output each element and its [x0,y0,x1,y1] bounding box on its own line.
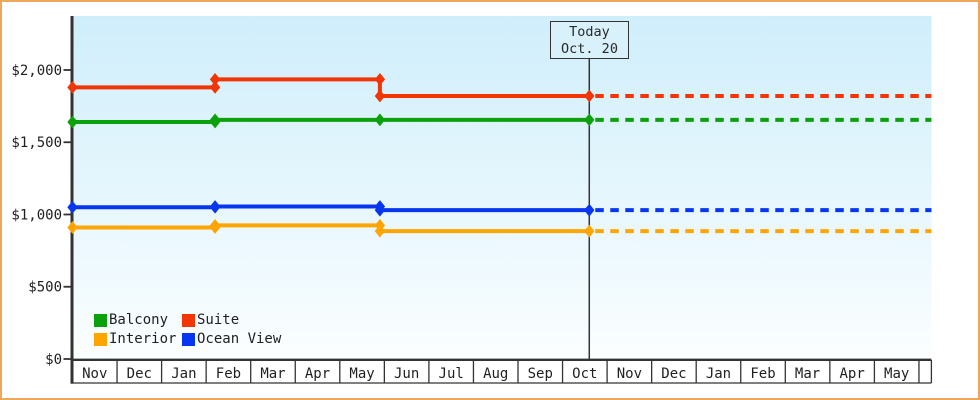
legend-swatch-interior [94,332,107,346]
legend-item-interior: Interior [94,332,182,346]
legend: Balcony Suite Interior Ocean View [94,313,281,346]
month-label: May [884,366,909,382]
month-label: Mar [795,366,820,382]
month-label: Feb [750,366,775,382]
today-marker-title: Today [569,24,610,40]
series-line-interior [72,223,590,234]
month-label: Dec [661,366,686,382]
month-label: Apr [839,366,864,382]
legend-swatch-balcony [94,313,107,327]
y-tick-label: $1,500 [11,135,62,151]
y-tick-label: $500 [28,280,62,296]
month-label: May [349,366,374,382]
y-tick-label: $1,000 [11,207,62,223]
month-label: Dec [127,366,152,382]
series-line-suite [72,77,590,99]
month-label: Nov [82,366,107,382]
legend-swatch-ocean-view [182,332,195,346]
month-label: Jan [171,366,196,382]
month-label: Aug [483,366,508,382]
month-label: Nov [617,366,642,382]
month-label: Apr [305,366,330,382]
month-label: Mar [260,366,285,382]
month-label: Jan [706,366,731,382]
series-line-balcony [72,117,590,125]
legend-swatch-suite [182,313,195,327]
legend-label-balcony: Balcony [109,312,169,328]
month-label: Jul [439,366,464,382]
legend-label-ocean-view: Ocean View [197,331,282,347]
legend-label-suite: Suite [197,312,240,328]
series-line-ocean-view [72,204,590,213]
today-marker-box: Today Oct. 20 [550,21,629,59]
legend-item-balcony: Balcony [94,313,182,327]
legend-item-suite: Suite [182,313,281,327]
plot-background [72,16,932,359]
today-marker-date: Oct. 20 [561,41,618,57]
month-label: Sep [528,366,553,382]
month-label: Feb [216,366,241,382]
y-tick-label: $2,000 [11,63,62,79]
month-label: Oct [572,366,597,382]
legend-label-interior: Interior [109,331,177,347]
legend-item-ocean-view: Ocean View [182,332,281,346]
y-tick-label: $0 [45,352,62,368]
month-label: Jun [394,366,419,382]
